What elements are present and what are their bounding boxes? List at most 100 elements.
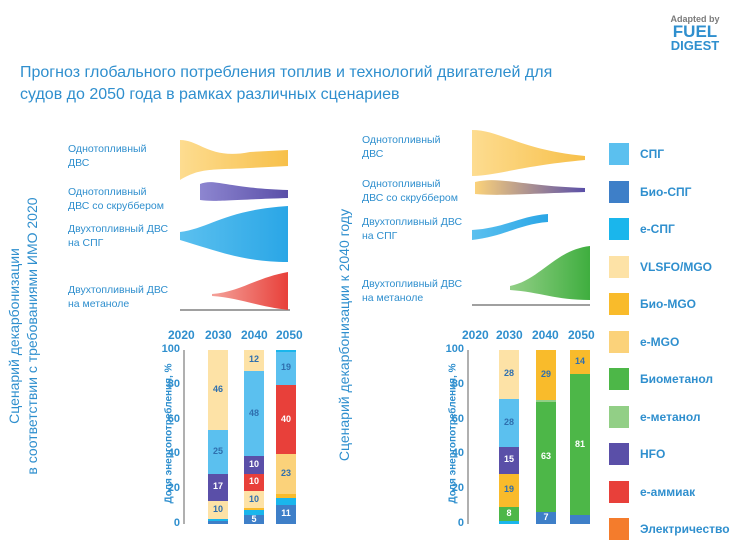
bar-segment-label: 81 (574, 438, 585, 449)
bar-segment (536, 402, 556, 512)
bar-segment (536, 400, 556, 403)
right-year-2050: 2050 (568, 328, 595, 342)
ytick-label: 40 (451, 447, 464, 460)
bar-segment-label: 12 (248, 354, 259, 365)
bar-segment-label: 29 (540, 369, 551, 380)
bar-segment (276, 454, 296, 495)
ytick-label: 80 (167, 377, 180, 390)
bar-segment-label: 19 (503, 484, 514, 495)
ytick-label: 100 (445, 343, 464, 355)
bar-segment-label: 10 (248, 476, 259, 487)
legend-label: e-метанол (640, 409, 701, 424)
bar-segment-label: 15 (503, 454, 514, 465)
ytick-label: 20 (167, 482, 180, 495)
legend-label: e-MGO (640, 334, 680, 349)
left-year-2030: 2030 (205, 328, 232, 342)
bar-segment-label: 8 (506, 507, 512, 518)
bar-segment (244, 456, 264, 474)
legend-label: e-аммиак (640, 484, 696, 499)
bar-segment (499, 520, 519, 524)
legend-label: Био-MGO (640, 297, 696, 311)
bar-segment-label: 10 (212, 504, 223, 515)
bar-segment-label: 17 (212, 481, 223, 492)
bar-segment (570, 515, 590, 524)
right-engine-label-3: Двухтопливный ДВС на СПГ (362, 216, 463, 242)
logo-fuel: FUEL (672, 22, 718, 41)
legend-swatch (609, 480, 629, 503)
left-flow-lng (180, 206, 288, 262)
right-flow-single-fuel (472, 130, 585, 176)
right-flow-scrubber (475, 180, 585, 195)
page-title-line2: судов до 2050 года в рамках различных сц… (20, 86, 400, 103)
bar-segment (276, 351, 296, 385)
bar-segment (208, 501, 228, 519)
left-year-2040: 2040 (241, 328, 268, 342)
bar-yaxis-line (467, 350, 469, 524)
left-year-2020: 2020 (168, 328, 195, 342)
bar-segment-label: 10 (248, 493, 259, 504)
right-year-2020: 2020 (462, 328, 489, 342)
bar-segment-label: 7 (543, 511, 549, 522)
legend-swatch (609, 293, 629, 315)
left-engine-label-4: Двухтопливный ДВС на метаноле (68, 284, 169, 310)
bar-segment-label: 19 (280, 362, 291, 373)
bar-segment (276, 497, 296, 505)
bar-segment (244, 473, 264, 491)
bar-segment (208, 350, 228, 431)
bar-segment-label: 11 (281, 508, 291, 519)
bar-segment (536, 350, 556, 401)
bar-segment (570, 374, 590, 516)
bar-segment (570, 350, 590, 375)
ytick-label: 80 (451, 377, 464, 390)
ytick-label: 40 (167, 447, 180, 460)
bar-segment (276, 504, 296, 524)
ytick-label: 100 (161, 343, 180, 355)
right-engine-label-2: Однотопливный ДВС со скруббером (362, 178, 458, 204)
ytick-label: 60 (167, 412, 180, 425)
right-year-2040: 2040 (532, 328, 559, 342)
page-title-line1: Прогноз глобального потребления топлив и… (20, 64, 553, 81)
bar-segment (244, 510, 264, 516)
bar-segment (208, 430, 228, 474)
ytick-label: 20 (451, 482, 464, 495)
bar-segment (499, 447, 519, 474)
bar-segment (208, 520, 228, 524)
legend-label: Электричество (640, 522, 730, 536)
legend-swatch (609, 330, 629, 353)
right-flow-methanol (510, 246, 590, 300)
legend-label: СПГ (640, 147, 665, 161)
left-flow-scrubber (200, 182, 288, 201)
legend-label: VLSFO/MGO (640, 259, 712, 274)
bar-segment (536, 511, 556, 524)
ytick-label: 0 (457, 517, 464, 529)
bar-segment (499, 473, 519, 507)
page-title: Прогноз глобального потребления топлив и… (20, 62, 580, 106)
legend-swatch (609, 143, 629, 165)
bar-segment (276, 350, 296, 352)
bar-segment (208, 473, 228, 502)
bar-segment (499, 506, 519, 521)
fuel-digest-logo: Adapted by FUEL DIGEST (655, 14, 735, 53)
bar-segment (244, 490, 264, 509)
legend-swatch (609, 255, 629, 278)
bar-segment (276, 494, 296, 498)
legend-swatch (609, 218, 629, 240)
bar-segment-label: 40 (280, 413, 291, 424)
logo-digest: DIGEST (670, 38, 720, 53)
ytick-label: 60 (451, 412, 464, 425)
bar-segment-label: 63 (540, 451, 551, 461)
left-flow-methanol (212, 272, 288, 310)
bar-segment (244, 508, 264, 511)
left-flow-single-fuel (180, 140, 288, 180)
ytick-label: 0 (173, 517, 180, 529)
bar-segment-label: 28 (503, 368, 514, 379)
bar-segment-label: 28 (503, 417, 514, 428)
bar-segment (276, 384, 296, 455)
bar-segment (244, 370, 264, 457)
legend-label: Био-СПГ (640, 184, 692, 199)
legend-swatch (609, 443, 629, 465)
bar-segment-label: 5 (251, 513, 257, 524)
bar-yaxis-line (183, 350, 185, 524)
legend-swatch (609, 368, 629, 390)
